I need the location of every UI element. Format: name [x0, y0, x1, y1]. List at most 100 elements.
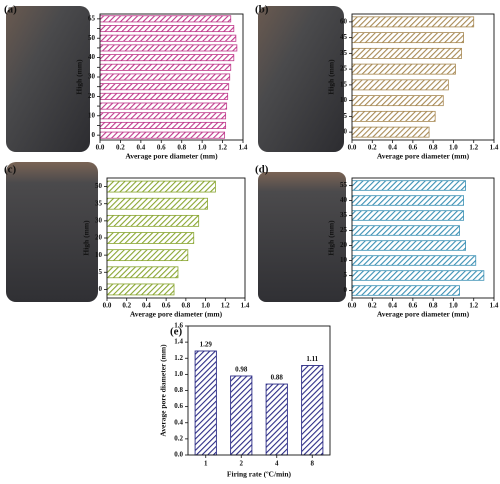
sample-photo [258, 6, 344, 152]
y-tick-label: 10 [95, 251, 103, 259]
x-tick-label: 0.4 [388, 302, 397, 310]
x-tick-label: 0.8 [429, 302, 438, 310]
value-label: 1.11 [306, 355, 318, 363]
y-tick-label: 20 [95, 234, 103, 242]
bar [351, 270, 485, 281]
y-tick-label: 10 [340, 96, 348, 104]
sample-photos [6, 6, 346, 302]
panel-label: (c) [4, 164, 17, 176]
value-label: 0.88 [271, 374, 284, 382]
y-tick-label: 55 [340, 181, 348, 189]
bar [106, 249, 189, 262]
y-tick-label: 0.8 [174, 386, 183, 394]
x-tick-label: 0.0 [348, 144, 357, 152]
x-tick-label: 1.4 [239, 144, 248, 152]
bar [351, 63, 456, 75]
y-tick-label: 20 [340, 241, 348, 249]
bar [351, 32, 464, 44]
bar [230, 375, 253, 456]
axes-frame [106, 177, 246, 299]
y-tick-label: 50 [88, 34, 96, 42]
y-tick-label: 0 [344, 128, 348, 136]
y-tick-label: 1.2 [174, 354, 183, 362]
y-tick-label: 35 [95, 199, 103, 207]
y-tick-label: 5 [344, 112, 348, 120]
bar [351, 225, 460, 236]
panel-label: (e) [170, 326, 183, 338]
x-tick-label: 0.2 [122, 302, 131, 310]
x-tick-label: 1.0 [198, 144, 207, 152]
bar [351, 210, 464, 221]
y-tick-label: 1.6 [174, 322, 183, 330]
x-tick-label: 0.4 [142, 302, 151, 310]
axis-title: High (mm) [82, 220, 91, 256]
value-label: 0.98 [235, 366, 248, 374]
bar [351, 95, 444, 107]
y-tick-label: 60 [340, 17, 348, 25]
y-tick-label: 25 [340, 65, 348, 73]
x-tick-label: 1.4 [241, 302, 250, 310]
y-tick-label: 35 [340, 49, 348, 57]
x-tick-label: 1.0 [201, 302, 210, 310]
y-tick-label: 35 [340, 211, 348, 219]
bar [99, 92, 229, 100]
bar [99, 121, 227, 129]
bar [301, 365, 324, 456]
bar [106, 266, 179, 279]
panel-label: (b) [255, 4, 269, 16]
x-tick-label: 1.0 [449, 144, 458, 152]
x-tick-label: 0.2 [368, 144, 377, 152]
y-tick-label: 0 [99, 285, 103, 293]
bar [99, 83, 230, 91]
y-tick-label: 10 [88, 111, 96, 119]
x-tick-label: 1 [204, 460, 208, 468]
bar [99, 25, 235, 33]
y-tick-label: 45 [340, 33, 348, 41]
x-tick-label: 0.6 [408, 144, 417, 152]
bar [351, 110, 436, 122]
x-tick-label: 0.6 [157, 144, 166, 152]
y-tick-label: 1.4 [174, 338, 183, 346]
bar [351, 195, 464, 206]
bar [99, 15, 232, 23]
axis-title: Firing rate (ºC/min) [227, 470, 292, 479]
sample-photo [6, 6, 90, 152]
bar [106, 197, 208, 210]
y-tick-label: 40 [88, 53, 96, 61]
axis-title: Average pore diameter (mm) [377, 310, 470, 319]
bar [106, 232, 195, 244]
bar [99, 44, 238, 52]
axes-frame [187, 325, 331, 456]
value-label: 1.29 [200, 341, 213, 349]
y-tick-label: 10 [340, 256, 348, 264]
bar [106, 283, 175, 296]
bar [99, 63, 232, 71]
y-tick-label: 30 [95, 216, 103, 224]
x-tick-label: 1.4 [490, 302, 499, 310]
y-tick-label: 0.4 [174, 418, 183, 426]
axis-title: Average pore diameter (mm) [377, 152, 470, 161]
axis-title: Average pore diameter (mm) [125, 152, 218, 161]
bar [351, 180, 466, 191]
bar [351, 285, 460, 296]
x-tick-label: 0.2 [368, 302, 377, 310]
x-tick-label: 0.8 [177, 144, 186, 152]
axis-title: Average pore diameter (mm) [159, 344, 168, 437]
axis-title: High (mm) [75, 59, 84, 95]
x-tick-label: 2 [240, 460, 244, 468]
x-tick-label: 0.4 [136, 144, 145, 152]
axis-title: Average pore diameter (mm) [130, 310, 223, 319]
y-tick-label: 15 [340, 80, 348, 88]
axes-frame [99, 13, 244, 141]
y-tick-label: 0.0 [174, 451, 183, 459]
y-tick-label: 65 [88, 14, 96, 22]
x-tick-label: 4 [275, 460, 279, 468]
y-tick-label: 30 [88, 73, 96, 81]
y-tick-label: 5 [99, 268, 103, 276]
x-tick-label: 0.6 [408, 302, 417, 310]
x-tick-label: 0.0 [103, 302, 112, 310]
x-tick-label: 0.2 [116, 144, 125, 152]
axis-title: High (mm) [327, 59, 336, 95]
panel-label: (a) [4, 4, 17, 16]
